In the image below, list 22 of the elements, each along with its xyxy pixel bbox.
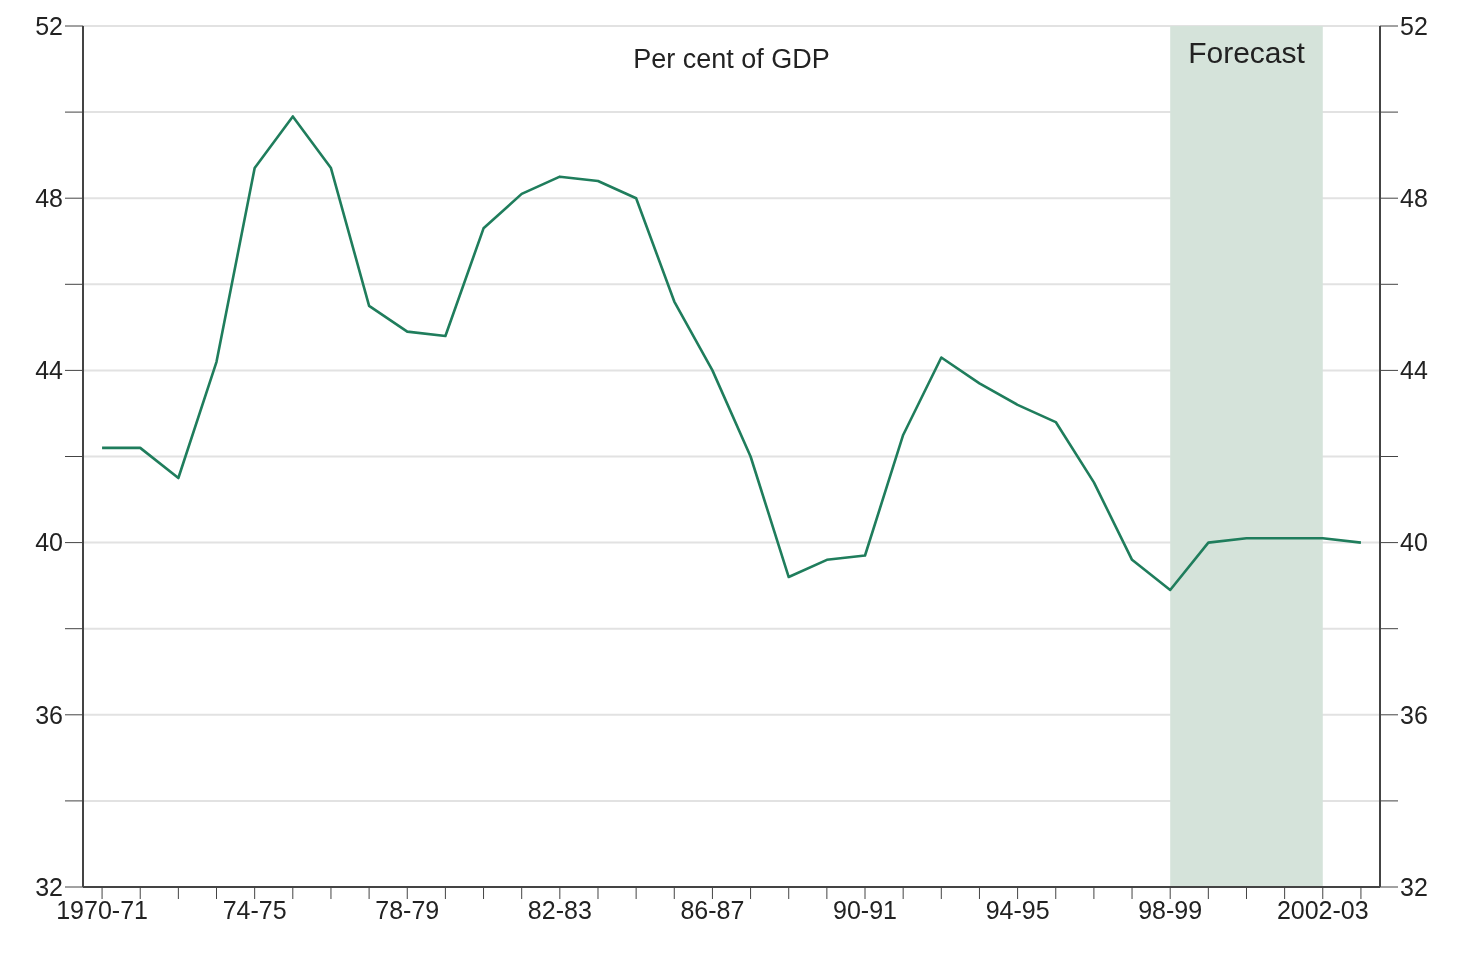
y2-tick-label: 40 [1400, 528, 1428, 557]
x-tick-label: 86-87 [680, 895, 745, 924]
y2-tick-label: 48 [1400, 184, 1428, 213]
y2-tick-label: 44 [1400, 356, 1428, 385]
x-tick-label: 90-91 [833, 895, 897, 924]
y-tick-label: 52 [35, 11, 63, 40]
y-tick-label: 40 [35, 528, 63, 557]
y2-tick-label: 52 [1400, 11, 1428, 40]
x-tick-label: 2002-03 [1276, 895, 1369, 924]
text: Per cent of GDP [633, 44, 830, 74]
y2-tick-label: 32 [1400, 872, 1428, 901]
y-tick-label: 44 [35, 356, 64, 385]
x-tick-label: 94-95 [985, 895, 1050, 924]
x-tick-label: 78-79 [375, 895, 440, 924]
x-tick-label: 74-75 [222, 895, 287, 924]
y2-tick-label: 36 [1400, 700, 1428, 729]
band-label: Forecast [1188, 36, 1306, 70]
y-tick-label: 48 [35, 184, 63, 213]
y-tick-label: 36 [35, 700, 63, 729]
x-tick-label: 82-83 [527, 895, 592, 924]
line-series [100, 115, 1363, 592]
x-tick-label: 98-99 [1138, 895, 1203, 924]
